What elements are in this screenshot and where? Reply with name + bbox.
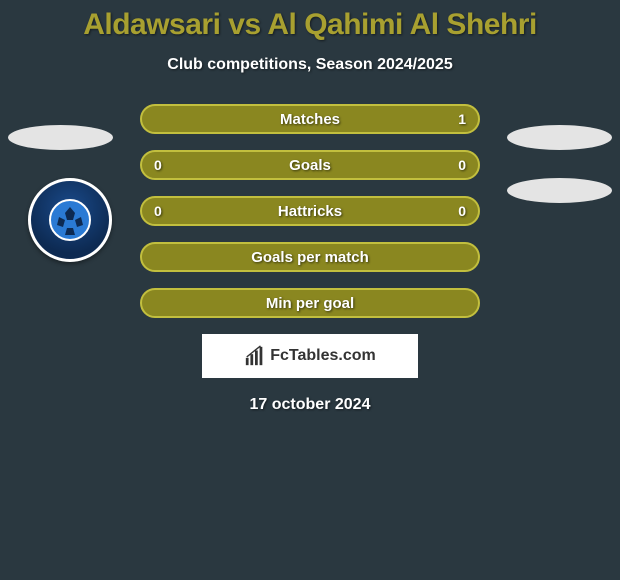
stat-left-value: 0 bbox=[154, 157, 174, 173]
stat-left-value: 0 bbox=[154, 203, 174, 219]
club-badge-left bbox=[28, 178, 112, 262]
stat-pill-goals: 0 Goals 0 bbox=[140, 150, 480, 180]
stat-right-value: 0 bbox=[446, 157, 466, 173]
watermark-text: FcTables.com bbox=[270, 347, 376, 365]
page-title: Aldawsari vs Al Qahimi Al Shehri bbox=[0, 8, 620, 42]
player-right-placeholder-1 bbox=[507, 125, 612, 150]
subtitle: Club competitions, Season 2024/2025 bbox=[0, 56, 620, 74]
player-right-placeholder-2 bbox=[507, 178, 612, 203]
stat-pill-matches: Matches 1 bbox=[140, 104, 480, 134]
stat-label: Matches bbox=[280, 111, 340, 128]
watermark: FcTables.com bbox=[202, 334, 418, 378]
stat-label: Goals bbox=[289, 157, 331, 174]
stat-label: Min per goal bbox=[266, 295, 354, 312]
bar-chart-icon bbox=[244, 345, 266, 367]
stat-label: Hattricks bbox=[278, 203, 342, 220]
stat-pill-hattricks: 0 Hattricks 0 bbox=[140, 196, 480, 226]
player-left-placeholder-1 bbox=[8, 125, 113, 150]
stat-row: 0 Goals 0 bbox=[0, 150, 620, 180]
stat-pill-goals-per-match: Goals per match bbox=[140, 242, 480, 272]
date: 17 october 2024 bbox=[0, 396, 620, 414]
stat-pill-min-per-goal: Min per goal bbox=[140, 288, 480, 318]
stat-right-value: 1 bbox=[446, 111, 466, 127]
stat-right-value: 0 bbox=[446, 203, 466, 219]
soccer-ball-icon bbox=[45, 195, 95, 245]
stat-row: Min per goal bbox=[0, 288, 620, 318]
stat-label: Goals per match bbox=[251, 249, 369, 266]
